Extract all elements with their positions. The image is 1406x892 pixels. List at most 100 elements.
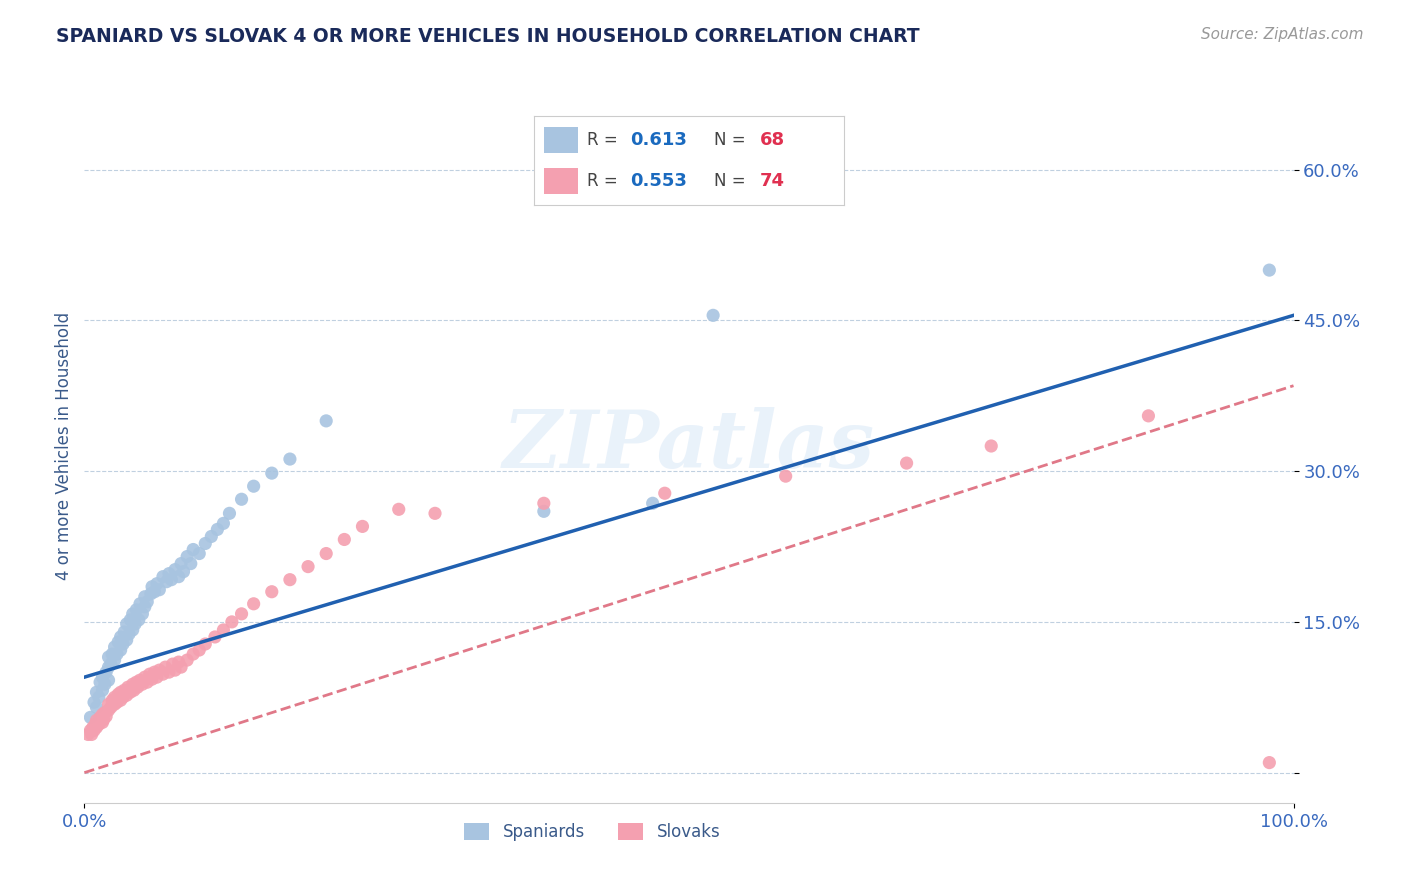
Text: ZIPatlas: ZIPatlas	[503, 408, 875, 484]
Bar	[544, 127, 578, 153]
Text: R =: R =	[586, 172, 623, 190]
Point	[170, 660, 193, 674]
Point	[1137, 409, 1160, 423]
Point	[146, 670, 169, 684]
Point	[157, 665, 180, 680]
Point	[170, 557, 193, 571]
Point	[112, 690, 135, 705]
Point	[131, 607, 153, 621]
Point	[104, 653, 127, 667]
Point	[181, 542, 204, 557]
Point	[533, 496, 555, 510]
Point	[91, 683, 114, 698]
Point	[221, 615, 243, 629]
Point	[121, 607, 143, 621]
Point	[112, 624, 135, 639]
Point	[125, 675, 148, 690]
Point	[155, 574, 177, 589]
Point	[129, 673, 152, 688]
Point	[97, 698, 120, 712]
Point	[97, 660, 120, 674]
Point	[86, 714, 108, 728]
Point	[152, 667, 174, 681]
Y-axis label: 4 or more Vehicles in Household: 4 or more Vehicles in Household	[55, 312, 73, 580]
Point	[79, 723, 101, 738]
Point	[87, 690, 110, 705]
Point	[896, 456, 918, 470]
Point	[188, 547, 211, 561]
Point	[97, 673, 120, 688]
Point	[112, 637, 135, 651]
Point	[654, 486, 676, 500]
Point	[104, 640, 127, 654]
Point	[641, 496, 664, 510]
Point	[131, 677, 153, 691]
Point	[242, 597, 264, 611]
Point	[100, 700, 122, 714]
Point	[94, 709, 117, 723]
Point	[91, 670, 114, 684]
Point	[194, 637, 217, 651]
Point	[315, 414, 337, 428]
Text: N =: N =	[714, 172, 751, 190]
Point	[155, 660, 177, 674]
Text: 68: 68	[761, 131, 785, 149]
Text: 0.553: 0.553	[630, 172, 688, 190]
Point	[181, 647, 204, 661]
Point	[775, 469, 797, 483]
Text: SPANIARD VS SLOVAK 4 OR MORE VEHICLES IN HOUSEHOLD CORRELATION CHART: SPANIARD VS SLOVAK 4 OR MORE VEHICLES IN…	[56, 27, 920, 45]
Point	[136, 675, 159, 690]
Point	[107, 687, 129, 701]
Point	[91, 707, 114, 722]
Point	[97, 703, 120, 717]
Point	[94, 665, 117, 680]
Point	[121, 623, 143, 637]
Point	[143, 584, 166, 599]
Point	[115, 688, 138, 702]
Point	[104, 690, 127, 705]
Point	[128, 613, 150, 627]
Point	[146, 576, 169, 591]
Point	[194, 536, 217, 550]
Point	[122, 683, 145, 698]
Point	[278, 573, 301, 587]
Point	[112, 683, 135, 698]
Point	[121, 677, 143, 691]
Point	[141, 580, 163, 594]
Point	[165, 663, 187, 677]
Point	[231, 492, 253, 507]
Point	[702, 309, 724, 323]
Point	[110, 630, 132, 644]
Point	[141, 672, 163, 686]
Text: R =: R =	[586, 131, 623, 149]
Point	[388, 502, 411, 516]
Bar	[544, 168, 578, 194]
Point	[176, 653, 198, 667]
Point	[79, 710, 101, 724]
Point	[110, 693, 132, 707]
Point	[160, 573, 183, 587]
Point	[1258, 756, 1281, 770]
Point	[101, 647, 124, 661]
Point	[139, 587, 162, 601]
Point	[162, 657, 184, 672]
Point	[100, 657, 122, 672]
Point	[134, 590, 156, 604]
Point	[134, 599, 156, 614]
Point	[115, 632, 138, 647]
Point	[97, 650, 120, 665]
Point	[125, 603, 148, 617]
Point	[94, 706, 117, 720]
Point	[260, 584, 283, 599]
Point	[260, 466, 283, 480]
Point	[352, 519, 374, 533]
Point	[173, 565, 195, 579]
Point	[218, 506, 240, 520]
Point	[86, 700, 108, 714]
Point	[93, 712, 115, 726]
Point	[127, 680, 149, 694]
Point	[148, 663, 170, 677]
Point	[87, 717, 110, 731]
Point	[136, 595, 159, 609]
Point	[91, 715, 114, 730]
